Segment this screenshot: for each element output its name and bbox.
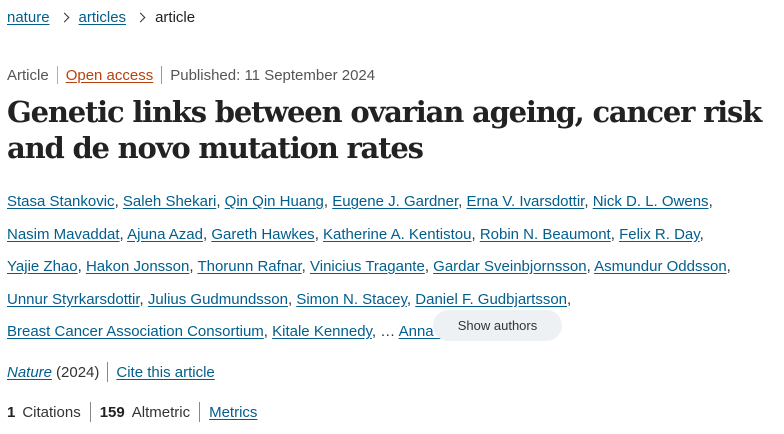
author-separator: ,	[139, 290, 148, 308]
author-link[interactable]: Katherine A. Kentistou	[323, 225, 472, 243]
author-link[interactable]: Qin Qin Huang	[224, 193, 324, 210]
author-link[interactable]: Kitale Kennedy	[272, 323, 372, 340]
author-link[interactable]: Daniel F. Gudbjartsson	[415, 290, 568, 308]
author-separator: ,	[406, 290, 416, 308]
author-separator: ,	[301, 258, 311, 275]
journal-divider	[107, 362, 109, 382]
author-link[interactable]: Vinicius Tragante	[310, 258, 425, 275]
author-separator: ,	[699, 225, 704, 243]
author-link[interactable]: Hakon Jonsson	[85, 258, 190, 275]
author-list: Stasa Stankovic, Saleh Shekari, Qin Qin …	[7, 186, 777, 349]
author-separator: ,	[114, 193, 123, 210]
journal-info: Nature (2024) Cite this article	[7, 362, 215, 382]
article-metrics: 1 Citations 159 Altmetric Metrics	[7, 402, 257, 422]
citations-label: Citations	[22, 403, 81, 421]
show-authors-button[interactable]: Show authors	[433, 310, 562, 341]
author-separator: ,	[216, 193, 225, 210]
author-ellipsis: …	[380, 323, 396, 340]
author-link[interactable]: Nasim Mavaddat	[7, 225, 120, 243]
author-separator: ,	[424, 258, 434, 275]
author-link[interactable]: Yajie Zhao	[7, 258, 78, 275]
metrics-link[interactable]: Metrics	[209, 403, 258, 421]
breadcrumb: nature articles article	[7, 9, 195, 26]
published-date: Published: 11 September 2024	[170, 66, 376, 84]
altmetric-label: Altmetric	[131, 403, 191, 421]
author-separator: ,	[371, 323, 381, 340]
author-link[interactable]: Erna V. Ivarsdottir	[466, 193, 585, 210]
article-meta: Article Open access Published: 11 Septem…	[7, 66, 375, 84]
citations-count: 1	[7, 403, 16, 421]
author-link[interactable]: Unnur Styrkarsdottir	[7, 290, 140, 308]
author-link[interactable]: Nick D. L. Owens	[592, 193, 709, 210]
meta-divider	[56, 66, 58, 84]
metrics-divider	[89, 402, 91, 422]
author-separator: ,	[77, 258, 86, 275]
author-separator: ,	[287, 290, 297, 308]
author-link[interactable]: Gareth Hawkes	[211, 225, 315, 243]
author-separator: ,	[471, 225, 480, 243]
author-separator: ,	[458, 193, 467, 210]
article-title: Genetic links between ovarian ageing, ca…	[7, 95, 762, 165]
author-separator: ,	[586, 258, 595, 275]
author-separator: ,	[119, 225, 128, 243]
author-link[interactable]: Stasa Stankovic	[7, 193, 115, 210]
author-link[interactable]: Eugene J. Gardner	[332, 193, 459, 210]
author-separator: ,	[567, 290, 572, 308]
author-link[interactable]: Thorunn Rafnar	[197, 258, 302, 275]
cite-article-link[interactable]: Cite this article	[116, 363, 215, 381]
author-link[interactable]: Ajuna Azad	[127, 225, 203, 243]
author-separator: ,	[610, 225, 620, 243]
breadcrumb-link-articles[interactable]: articles	[78, 9, 127, 26]
author-separator: ,	[263, 323, 273, 340]
article-type: Article	[7, 66, 49, 84]
chevron-right-icon	[135, 12, 146, 23]
metrics-divider	[199, 402, 201, 422]
author-link[interactable]: Saleh Shekari	[122, 193, 217, 210]
journal-year: (2024)	[56, 363, 100, 381]
open-access-link[interactable]: Open access	[65, 66, 154, 84]
author-separator: ,	[323, 193, 333, 210]
author-separator: ,	[189, 258, 198, 275]
breadcrumb-current: article	[155, 9, 196, 26]
journal-name-link[interactable]: Nature	[7, 363, 53, 381]
chevron-right-icon	[59, 12, 69, 23]
author-separator: ,	[202, 225, 212, 243]
altmetric-count: 159	[99, 403, 125, 421]
author-link[interactable]: Robin N. Beaumont	[479, 225, 611, 243]
author-link[interactable]: Breast Cancer Association Consortium	[7, 323, 264, 340]
author-link[interactable]: Felix R. Day	[619, 225, 700, 243]
author-separator: ,	[314, 225, 324, 243]
breadcrumb-link-nature[interactable]: nature	[7, 9, 50, 26]
meta-divider	[161, 66, 163, 84]
author-link[interactable]: Julius Gudmundsson	[147, 290, 288, 308]
author-link[interactable]: Simon N. Stacey	[296, 290, 407, 308]
author-separator: ,	[708, 193, 713, 210]
author-separator: ,	[726, 258, 731, 275]
author-link[interactable]: Asmundur Oddsson	[594, 258, 727, 275]
author-link[interactable]: Gardar Sveinbjornsson	[433, 258, 587, 275]
author-separator: ,	[584, 193, 593, 210]
